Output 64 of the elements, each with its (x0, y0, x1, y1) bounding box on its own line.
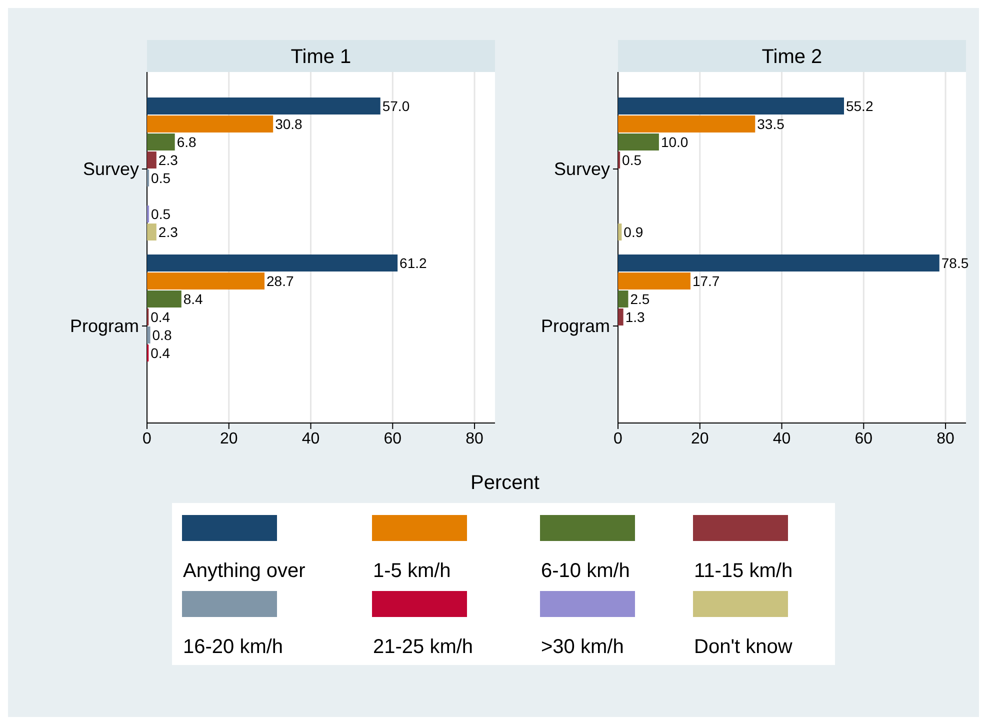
data-label: 0.4 (150, 345, 170, 361)
bar (147, 116, 274, 132)
data-label: 28.7 (266, 273, 294, 289)
bar (618, 254, 940, 272)
y-tick-label: Program (70, 316, 139, 336)
bar (618, 116, 756, 132)
y-tick-label: Survey (554, 158, 610, 179)
data-label: 2.3 (158, 152, 178, 168)
legend-label: Don't know (694, 636, 793, 658)
data-label: 61.2 (400, 255, 428, 271)
x-tick-label: 20 (220, 430, 238, 448)
bar (618, 290, 628, 308)
bar (147, 152, 156, 168)
legend-label: Anything over (183, 560, 306, 582)
x-tick-label: 0 (142, 430, 152, 448)
data-label: 8.4 (183, 291, 204, 307)
bar (618, 272, 690, 290)
legend-label: 11-15 km/h (694, 560, 793, 582)
data-label: 55.2 (846, 98, 874, 114)
bar (147, 134, 175, 150)
chart-title: Time 1 (290, 46, 352, 68)
data-label: 0.4 (150, 309, 170, 325)
bar (147, 224, 156, 240)
data-label: 78.5 (941, 255, 969, 271)
x-tick-label: 60 (854, 430, 873, 448)
data-label: 0.5 (622, 152, 642, 168)
legend-label: 1-5 km/h (373, 560, 451, 582)
bar (147, 290, 182, 308)
bar (618, 134, 659, 150)
data-label: 6.8 (176, 134, 197, 150)
legend-label: >30 km/h (541, 636, 624, 658)
data-label: 17.7 (692, 273, 720, 289)
legend-label: 21-25 km/h (373, 636, 474, 658)
x-tick-label: 40 (302, 430, 320, 448)
x-tick-label: 40 (772, 430, 791, 448)
x-tick-label: 60 (384, 430, 402, 448)
data-label: 2.3 (158, 224, 178, 240)
bar (147, 98, 380, 114)
legend-label: 6-10 km/h (541, 560, 630, 582)
bar (147, 272, 264, 290)
bar (618, 308, 624, 326)
x-tick-label: 0 (614, 430, 623, 448)
bar (618, 98, 844, 114)
data-label: 0.8 (152, 327, 172, 343)
data-label: 0.5 (151, 170, 171, 186)
x-axis-title: Percent (470, 472, 540, 494)
bar (147, 326, 150, 344)
data-label: 2.5 (630, 291, 650, 307)
bar (618, 224, 622, 240)
y-tick-label: Survey (82, 158, 139, 179)
y-tick-label: Program (540, 316, 610, 336)
data-label: 10.0 (660, 134, 688, 150)
legend-label: 16-20 km/h (183, 636, 284, 658)
data-label: 0.9 (624, 224, 644, 240)
data-label: 1.3 (625, 309, 645, 325)
bar (147, 254, 398, 272)
data-label: 57.0 (382, 98, 410, 114)
data-label: 30.8 (275, 116, 303, 132)
x-tick-label: 80 (466, 430, 484, 448)
data-label: 33.5 (757, 116, 785, 132)
chart-title: Time 2 (762, 46, 822, 68)
x-tick-label: 80 (936, 430, 955, 448)
data-label: 0.5 (151, 206, 171, 222)
x-tick-label: 20 (690, 430, 709, 448)
